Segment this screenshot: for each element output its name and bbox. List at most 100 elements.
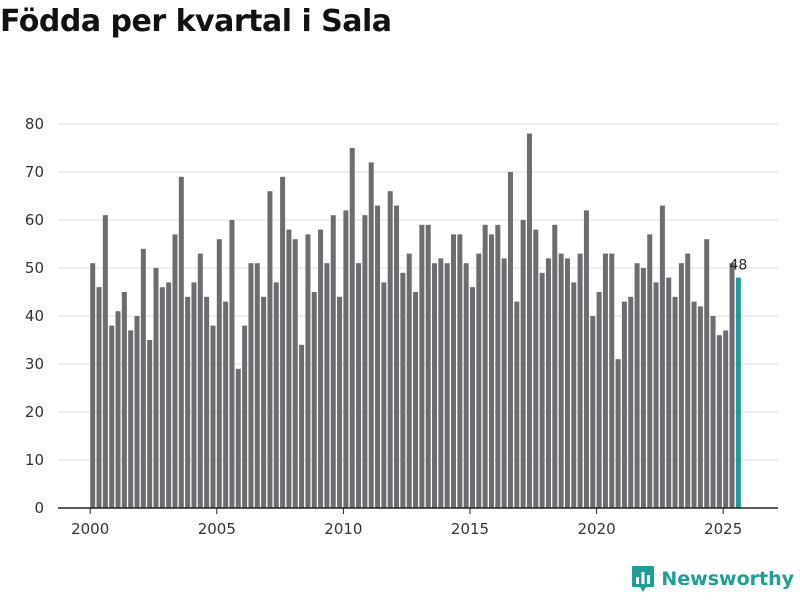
bar xyxy=(128,330,134,508)
bar xyxy=(121,292,127,508)
bar xyxy=(634,263,640,508)
bar xyxy=(330,215,336,508)
bar xyxy=(704,239,710,508)
newsworthy-brand: Newsworthy xyxy=(631,564,794,594)
bar xyxy=(343,210,349,508)
bar xyxy=(400,272,406,508)
bar xyxy=(311,292,317,508)
x-tick-label: 2000 xyxy=(71,520,109,538)
bar xyxy=(273,282,279,508)
y-tick-label: 20 xyxy=(25,403,44,421)
bar xyxy=(210,325,216,508)
bar xyxy=(678,263,684,508)
bar xyxy=(349,148,355,508)
bar xyxy=(381,282,387,508)
bar xyxy=(444,263,450,508)
bar xyxy=(254,263,260,508)
chart-title: Födda per kvartal i Sala xyxy=(0,4,392,39)
bar xyxy=(571,282,577,508)
bar-chart-icon xyxy=(632,566,655,592)
bar xyxy=(166,282,172,508)
bar xyxy=(337,296,343,508)
y-tick-label: 60 xyxy=(25,211,44,229)
y-tick-label: 40 xyxy=(25,307,44,325)
bar xyxy=(729,263,735,508)
axes: 0 10 20 30 40 50 60 70 80 48 2000 2005 2010 2015 2020 2… xyxy=(25,115,778,538)
bar xyxy=(697,306,703,508)
bar xyxy=(552,224,558,509)
bar xyxy=(533,229,539,508)
bar xyxy=(96,287,102,508)
bar xyxy=(577,253,583,508)
bar xyxy=(451,234,457,508)
bars xyxy=(90,133,741,509)
bar xyxy=(394,205,400,508)
bar xyxy=(172,234,178,508)
bar xyxy=(147,340,153,508)
bar xyxy=(672,296,678,508)
bar xyxy=(602,253,608,508)
bar xyxy=(419,224,425,509)
bar xyxy=(178,176,184,509)
y-tick-label: 0 xyxy=(34,499,44,517)
y-tick-label: 50 xyxy=(25,259,44,277)
bar xyxy=(438,258,444,508)
bar xyxy=(134,316,140,508)
x-tick-label: 2025 xyxy=(704,520,742,538)
bar xyxy=(564,258,570,508)
x-tick-label: 2015 xyxy=(451,520,489,538)
x-tick-label: 2020 xyxy=(578,520,616,538)
bar xyxy=(628,296,634,508)
bar xyxy=(621,301,627,508)
bar xyxy=(191,282,197,508)
bar xyxy=(406,253,412,508)
bar xyxy=(248,263,254,508)
bar xyxy=(280,176,286,509)
bar xyxy=(286,229,292,508)
y-tick-label: 80 xyxy=(25,115,44,133)
bar xyxy=(609,253,615,508)
bar xyxy=(102,215,108,508)
bar xyxy=(558,253,564,508)
bar xyxy=(242,325,248,508)
bar xyxy=(640,268,646,508)
bar xyxy=(292,239,298,508)
bar xyxy=(647,234,653,508)
bar xyxy=(488,234,494,508)
bar-highlight xyxy=(735,277,741,508)
bar xyxy=(501,258,507,508)
bar xyxy=(387,191,393,508)
bar xyxy=(229,220,235,508)
bar xyxy=(710,316,716,508)
x-tick-label: 2010 xyxy=(324,520,362,538)
bar xyxy=(539,272,545,508)
bar xyxy=(545,258,551,508)
bar xyxy=(723,330,729,508)
y-tick-label: 10 xyxy=(25,451,44,469)
bar xyxy=(716,335,722,508)
bar xyxy=(223,301,229,508)
bar xyxy=(305,234,311,508)
bar xyxy=(432,263,438,508)
bar xyxy=(159,287,165,508)
bar xyxy=(691,301,697,508)
bar xyxy=(216,239,222,508)
bar xyxy=(109,325,115,508)
bar xyxy=(520,220,526,508)
bar xyxy=(375,205,381,508)
bar xyxy=(413,292,419,508)
data-label: 48 xyxy=(729,258,747,274)
bar xyxy=(685,253,691,508)
bar xyxy=(596,292,602,508)
bar xyxy=(153,268,159,508)
bar xyxy=(666,277,672,508)
bar xyxy=(470,287,475,508)
brand-name: Newsworthy xyxy=(661,568,794,590)
bar xyxy=(235,368,241,508)
bar xyxy=(324,263,330,508)
bar xyxy=(463,263,469,508)
bar xyxy=(495,224,501,509)
bar xyxy=(185,296,191,508)
bar xyxy=(590,316,596,508)
